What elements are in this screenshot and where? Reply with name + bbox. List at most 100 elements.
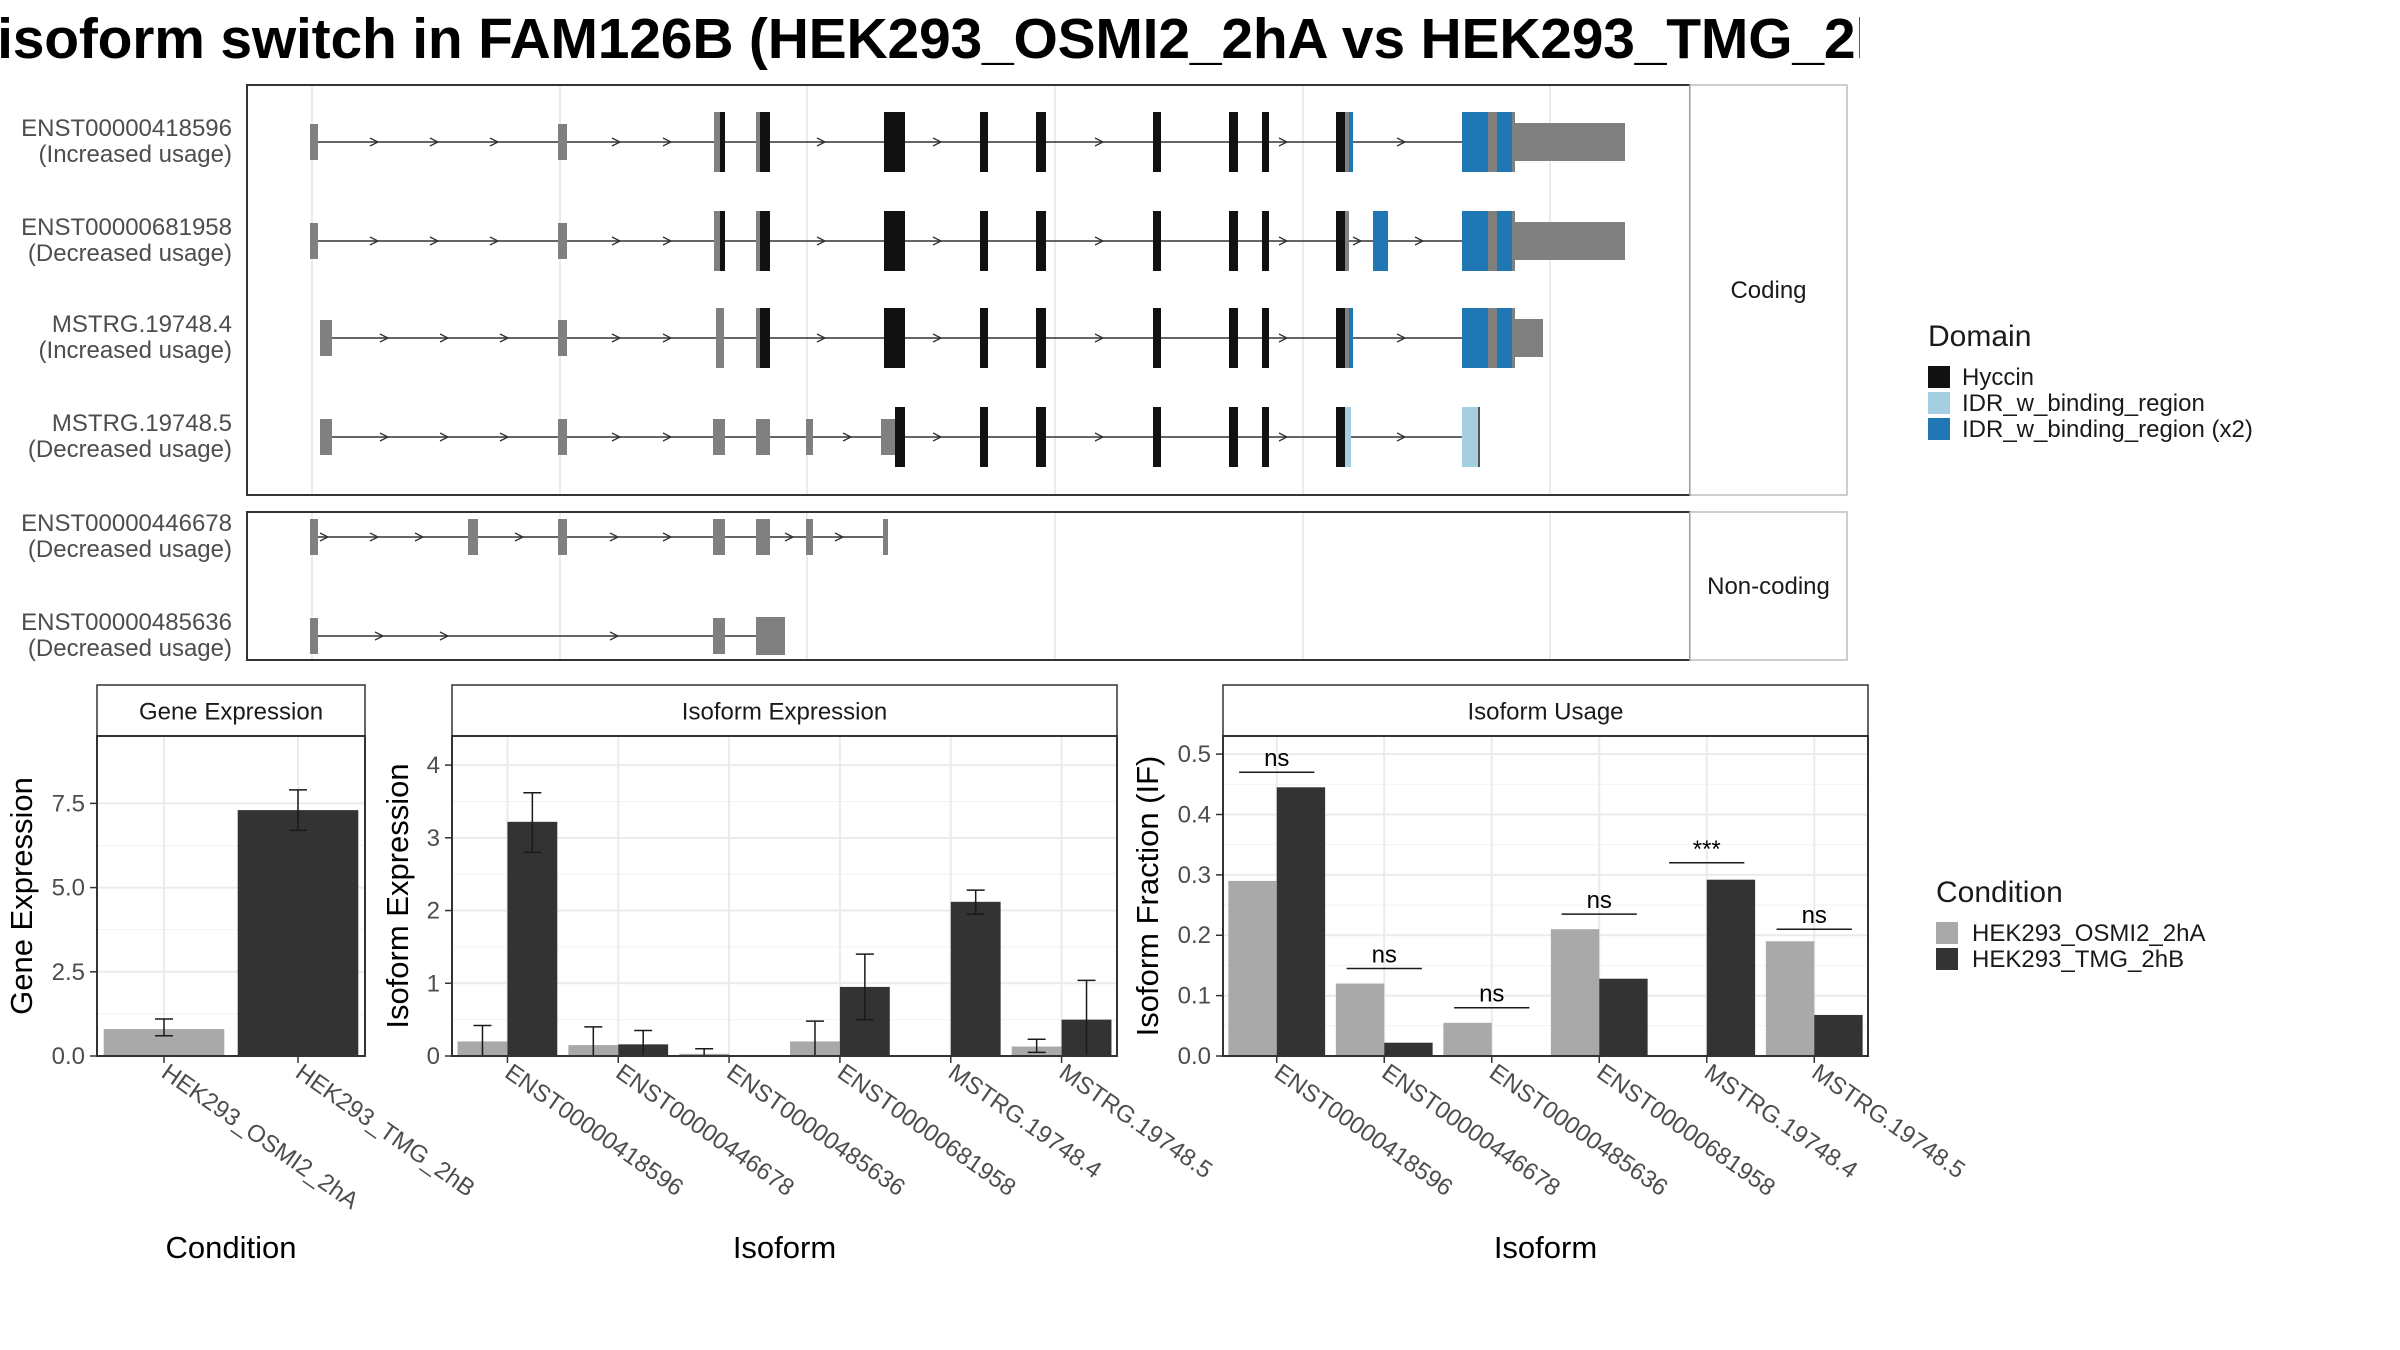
exon: [1497, 308, 1512, 368]
exon: [756, 617, 785, 655]
significance-label: ns: [1264, 745, 1289, 772]
bar: [1706, 879, 1756, 1056]
facet-label-noncoding: Non-coding: [1707, 573, 1830, 600]
exon: [713, 618, 725, 654]
significance-label: ns: [1802, 902, 1827, 929]
strand-arrow: [369, 137, 380, 147]
exon: [1345, 211, 1349, 271]
isoform-usage-panel: Isoform Usage ns ns ns ns *** ns 0.0 0.1 0.2 0.3 0.…: [1130, 684, 1970, 1265]
exon: [720, 211, 725, 271]
x-axis-title: Isoform: [1494, 1230, 1597, 1265]
panel-border: [451, 735, 1118, 1057]
exon: [1488, 308, 1497, 368]
y-tick-label: 0.2: [1178, 922, 1211, 949]
bar: [1384, 1042, 1433, 1056]
exon: [1515, 222, 1625, 260]
exon: [1462, 112, 1488, 172]
isoform-id-label: ENST00000485636: [21, 609, 232, 636]
exon: [558, 320, 567, 356]
exon: [1345, 308, 1349, 368]
significance-label: ns: [1479, 981, 1504, 1008]
strand-arrow: [662, 333, 673, 343]
domain-legend-label: Hyccin: [1962, 364, 2034, 391]
exon: [1262, 211, 1269, 271]
exon: [310, 223, 318, 259]
exon: [1515, 319, 1543, 357]
exon: [1229, 308, 1238, 368]
page-title: e isoform switch in FAM126B (HEK293_OSMI…: [0, 7, 1890, 71]
panel-strip: [451, 684, 1118, 737]
exon: [1345, 112, 1349, 172]
strand-arrow: [369, 532, 380, 542]
y-tick-label: 1: [427, 970, 440, 997]
domain-legend-label: IDR_w_binding_region: [1962, 390, 2205, 417]
structure-panel-bg: [247, 512, 1690, 660]
exon: [1036, 308, 1046, 368]
exon: [320, 320, 332, 356]
x-tick-label: ENST00000681958: [832, 1059, 1020, 1202]
condition-legend-label: HEK293_OSMI2_2hA: [1972, 920, 2205, 947]
exon: [713, 419, 725, 455]
strand-arrow: [662, 236, 673, 246]
significance-label: ***: [1693, 836, 1721, 863]
y-tick-label: 2.5: [52, 959, 85, 986]
strand-arrow: [611, 137, 622, 147]
exon: [756, 519, 770, 555]
strand-arrow: [662, 532, 673, 542]
exon: [895, 407, 905, 467]
condition-legend-title: Condition: [1936, 876, 2063, 909]
isoform-usage-label: (Decreased usage): [28, 635, 232, 662]
exon: [884, 211, 905, 271]
exon: [1515, 123, 1625, 161]
isoform-id-label: ENST00000446678: [21, 510, 232, 537]
exon: [713, 519, 725, 555]
strand-arrow: [1396, 432, 1407, 442]
exon: [760, 112, 770, 172]
x-axis-title: Condition: [166, 1230, 297, 1265]
domain-legend-key: [1928, 392, 1950, 414]
domain-legend: Domain HyccinIDR_w_binding_regionIDR_w_bi…: [1928, 320, 2253, 443]
exon: [756, 308, 760, 368]
exon: [720, 112, 725, 172]
bar: [1276, 787, 1326, 1056]
exon: [320, 419, 332, 455]
y-axis-title: Isoform Fraction (IF): [1130, 756, 1165, 1037]
exon: [881, 419, 895, 455]
strand-arrow: [816, 333, 827, 343]
strand-arrow: [319, 532, 330, 542]
panel-strip-label: Gene Expression: [139, 699, 323, 726]
x-tick-label: ENST00000681958: [1592, 1059, 1780, 1202]
strand-arrow: [611, 432, 622, 442]
exon: [1345, 407, 1351, 467]
isoform-usage-label: (Decreased usage): [28, 536, 232, 563]
strand-arrow: [932, 236, 943, 246]
strand-arrow: [489, 137, 500, 147]
exon: [980, 112, 988, 172]
exon: [1036, 112, 1046, 172]
bar: [1228, 880, 1277, 1056]
strand-arrow: [1396, 137, 1407, 147]
exon: [1497, 112, 1512, 172]
strand-arrow: [429, 236, 440, 246]
exon: [558, 124, 567, 160]
exon: [1336, 308, 1345, 368]
strand-arrow: [662, 137, 673, 147]
bar: [237, 810, 359, 1056]
exon: [1229, 112, 1238, 172]
strand-arrow: [374, 631, 385, 641]
exon: [558, 223, 567, 259]
isoform-usage-label: (Decreased usage): [28, 240, 232, 267]
strand-arrow: [499, 432, 510, 442]
exon: [1036, 211, 1046, 271]
exon: [806, 519, 813, 555]
exon: [1262, 112, 1269, 172]
strand-arrow: [609, 532, 620, 542]
strand-arrow: [816, 137, 827, 147]
y-axis-title: Isoform Expression: [380, 763, 415, 1028]
exon: [1336, 211, 1345, 271]
exon: [980, 407, 988, 467]
structure-panel-bg: [247, 85, 1690, 495]
y-tick-label: 0.0: [52, 1043, 85, 1070]
exon: [980, 308, 988, 368]
exon: [1349, 308, 1353, 368]
